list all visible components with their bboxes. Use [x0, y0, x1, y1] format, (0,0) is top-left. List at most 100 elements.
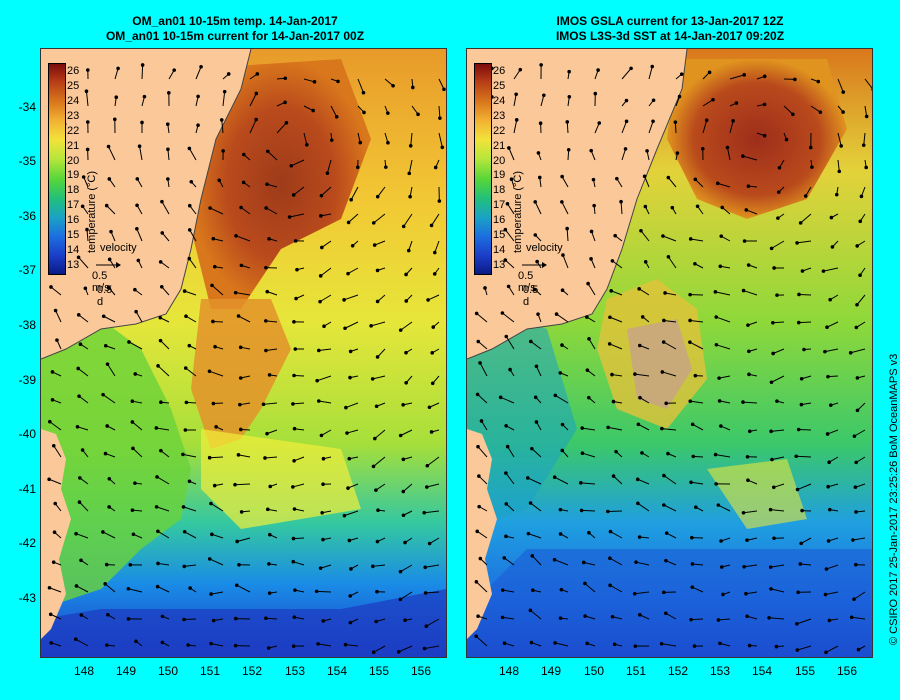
- lon-label: 155: [368, 664, 390, 678]
- current-arrow-head: [533, 395, 538, 400]
- current-arrow-head: [207, 557, 212, 561]
- current-arrow-head: [661, 590, 666, 595]
- current-arrow-head: [518, 67, 523, 72]
- colorbar-tick: 26: [67, 65, 80, 77]
- current-arrow: [609, 316, 623, 323]
- current-arrow: [745, 591, 758, 595]
- current-arrow: [350, 186, 359, 200]
- current-arrow: [797, 240, 812, 244]
- current-arrow: [837, 159, 840, 172]
- current-arrow: [427, 456, 440, 467]
- current-arrow: [609, 584, 623, 593]
- current-arrow: [318, 348, 332, 351]
- current-arrow: [402, 483, 413, 492]
- current-arrow-head: [554, 312, 559, 316]
- current-arrow: [853, 591, 866, 600]
- current-arrow-head: [474, 634, 478, 639]
- current-arrow-head: [799, 376, 804, 381]
- current-arrow: [345, 644, 359, 647]
- current-arrow-head: [734, 101, 739, 105]
- current-arrow-head: [355, 165, 360, 170]
- current-arrow-head: [852, 434, 857, 438]
- current-arrow-head: [292, 507, 297, 511]
- current-arrow: [188, 258, 197, 269]
- current-arrow-head: [476, 614, 480, 618]
- current-arrow-head: [610, 614, 615, 619]
- current-arrow-head: [567, 69, 571, 74]
- current-arrow-head: [103, 582, 107, 586]
- current-arrow-head: [130, 508, 135, 512]
- current-arrow-head: [664, 401, 668, 406]
- current-arrow: [702, 120, 708, 134]
- current-arrow-head: [433, 165, 438, 170]
- current-arrow: [303, 78, 315, 83]
- current-arrow-head: [746, 263, 751, 267]
- current-arrow-head: [614, 449, 618, 454]
- current-arrow-head: [187, 228, 192, 232]
- current-arrow-head: [826, 484, 830, 489]
- current-arrow-head: [775, 399, 779, 403]
- current-arrow-head: [422, 510, 427, 515]
- current-arrow-head: [84, 89, 89, 93]
- current-arrow-head: [265, 289, 270, 294]
- current-arrow-head: [107, 257, 112, 262]
- current-arrow-head: [852, 597, 856, 602]
- current-arrow-head: [345, 431, 349, 435]
- current-arrow-head: [316, 348, 321, 353]
- current-arrow: [438, 105, 441, 119]
- current-arrow-head: [401, 489, 406, 494]
- current-arrow: [513, 69, 521, 80]
- current-arrow-head: [158, 315, 163, 320]
- current-arrow-head: [350, 243, 355, 248]
- current-arrow: [209, 370, 224, 377]
- current-arrow-head: [479, 419, 484, 423]
- current-arrow-head: [404, 380, 408, 385]
- current-arrow: [771, 429, 785, 432]
- current-arrow-head: [716, 503, 721, 507]
- current-arrow-head: [52, 530, 57, 535]
- current-arrow-head: [661, 340, 666, 344]
- current-arrow-head: [531, 588, 535, 593]
- current-arrow-head: [267, 591, 272, 595]
- current-arrow-head: [500, 615, 505, 620]
- current-arrow: [648, 66, 653, 80]
- lat-label: -40: [18, 427, 36, 441]
- current-arrow-head: [561, 253, 565, 257]
- current-arrow: [372, 375, 386, 380]
- current-arrow-head: [136, 258, 141, 263]
- current-arrow-head: [292, 459, 296, 463]
- current-arrow-head: [187, 343, 192, 348]
- current-arrow-head: [430, 351, 435, 355]
- velocity-key-time: 0.5 d: [523, 284, 539, 308]
- current-arrow-head: [343, 642, 348, 647]
- lat-label: -35: [18, 154, 36, 168]
- current-arrow-head: [768, 565, 773, 569]
- current-arrow-head: [128, 563, 133, 567]
- current-arrow-head: [798, 562, 803, 566]
- lon-label: 148: [73, 664, 95, 678]
- current-arrow-head: [398, 569, 403, 574]
- current-arrow: [400, 321, 413, 331]
- current-arrow: [211, 285, 224, 296]
- current-arrow-head: [182, 617, 186, 622]
- current-arrow: [690, 481, 704, 485]
- current-arrow-head: [689, 480, 693, 485]
- current-arrow-head: [266, 149, 270, 154]
- current-arrow: [344, 510, 359, 517]
- current-arrow-head: [643, 260, 648, 264]
- current-arrow: [502, 312, 515, 323]
- current-arrow: [157, 530, 170, 539]
- current-arrow-head: [293, 239, 298, 243]
- current-arrow-head: [320, 510, 324, 515]
- current-arrow-head: [404, 299, 409, 303]
- current-arrow-head: [823, 349, 827, 354]
- current-arrow: [235, 292, 251, 296]
- current-arrow: [663, 319, 677, 323]
- panel-1-title-line1: OM_an01 10-15m temp. 14-Jan-2017: [132, 14, 338, 28]
- current-arrow: [53, 445, 62, 458]
- current-arrow-head: [504, 471, 508, 475]
- current-arrow: [594, 122, 600, 134]
- current-arrow-head: [314, 589, 319, 594]
- current-arrow: [357, 78, 364, 93]
- current-arrow-head: [401, 513, 406, 518]
